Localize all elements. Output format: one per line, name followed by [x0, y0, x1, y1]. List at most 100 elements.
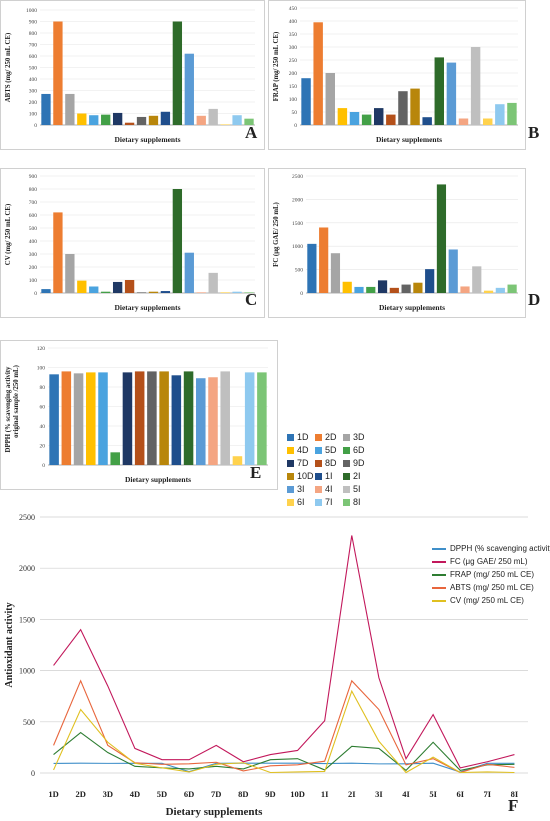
bar-3D — [73, 373, 84, 465]
bar-9D — [147, 371, 157, 465]
legend-swatch — [315, 473, 322, 481]
chart-b: 0 50 100 150 200 250 300 350 400 450 Dietary suppl… — [268, 0, 526, 150]
line-legend-swatch — [432, 547, 446, 550]
bar-6D — [361, 114, 372, 125]
legend-label: 2I — [353, 471, 361, 481]
y-tick-label: 100 — [289, 97, 298, 103]
bar-10D — [148, 291, 159, 293]
y-tick-label: 250 — [289, 58, 298, 64]
y-tick-label: 900 — [29, 20, 38, 26]
bar-4D — [77, 280, 87, 293]
legend-label: 4D — [297, 445, 309, 455]
line-legend-swatch — [432, 573, 446, 576]
y-tick-label: 450 — [289, 6, 298, 12]
bar-7D — [377, 280, 388, 293]
bar-2D — [61, 371, 72, 465]
x-tick-label: 2D — [75, 789, 85, 799]
legend-label: 1D — [297, 432, 309, 442]
line-legend-item: CV (mg/ 250 mL CE) — [432, 596, 550, 609]
bar-1D — [307, 243, 317, 293]
panel-frame — [268, 168, 526, 318]
y-tick-label: 900 — [29, 174, 38, 180]
y-tick-label: 100 — [37, 366, 46, 372]
y-tick-label: 80 — [40, 385, 46, 391]
bar-8I — [507, 102, 517, 125]
y-tick-label: 400 — [289, 19, 298, 25]
series-line-0 — [53, 762, 515, 773]
legend-swatch — [343, 473, 350, 481]
x-axis-label: Dietary supplements — [114, 135, 180, 144]
x-axis-label: Dietary supplements — [114, 303, 180, 312]
bar-8D — [386, 114, 396, 125]
x-axis-label: Dietary supplements — [376, 135, 442, 144]
y-tick-label: 1500 — [292, 221, 303, 227]
line-legend-label: CV (mg/ 250 mL CE) — [450, 596, 524, 605]
panel-frame — [0, 0, 265, 150]
bar-3D — [330, 253, 341, 293]
line-legend: DPPH (% scavenging activity) FC (μg GAE/ … — [432, 544, 550, 609]
y-tick-label: 400 — [29, 239, 38, 245]
x-tick-label: 5D — [157, 789, 167, 799]
y-tick-label: 300 — [29, 252, 38, 258]
y-tick-label: 2500 — [19, 513, 35, 522]
x-tick-label: 6I — [456, 789, 464, 799]
legend-label: 4I — [325, 484, 333, 494]
bar-2D — [53, 21, 63, 125]
x-tick-label: 4D — [130, 789, 140, 799]
bar-7I — [232, 291, 242, 293]
bar-10D — [159, 371, 169, 465]
y-tick-label: 300 — [289, 45, 298, 51]
legend-item-6I: 6I — [287, 497, 305, 507]
x-tick-label: 5I — [429, 789, 437, 799]
y-tick-label: 800 — [29, 187, 38, 193]
bar-9D — [401, 284, 411, 293]
legend-item-4D: 4D — [287, 445, 309, 455]
panel-e: 0 20 40 60 80 100 120 Dietary supplements DPPH (… — [0, 340, 280, 490]
line-legend-swatch — [432, 599, 446, 602]
x-tick-label: 1D — [48, 789, 58, 799]
bar-9D — [136, 116, 147, 125]
bar-6D — [101, 291, 111, 293]
bar-5D — [349, 112, 360, 125]
line-legend-swatch — [432, 560, 446, 563]
bar-6D — [366, 286, 376, 293]
y-tick-label: 0 — [42, 463, 45, 469]
bar-8I — [244, 292, 254, 293]
panel-c: 0 100 200 300 400 500 600 700 800 900 Dietary supp… — [0, 168, 275, 318]
bar-3I — [196, 378, 206, 465]
bar-7I — [495, 104, 505, 125]
bar-10D — [413, 282, 423, 293]
bar-1I — [425, 269, 435, 293]
bar-1D — [41, 93, 51, 125]
bar-4D — [342, 281, 352, 293]
panel-b: 0 50 100 150 200 250 300 350 400 450 Dietary suppl… — [268, 0, 550, 160]
legend-item-2D: 2D — [315, 432, 337, 442]
bar-2D — [319, 227, 329, 293]
y-tick-label: 2000 — [292, 197, 303, 203]
line-legend-item: FC (μg GAE/ 250 mL) — [432, 557, 550, 570]
bar-4I — [208, 377, 218, 465]
legend-item-4I: 4I — [315, 484, 333, 494]
legend-item-3D: 3D — [343, 432, 365, 442]
line-legend-label: FC (μg GAE/ 250 mL) — [450, 557, 528, 566]
y-axis-label: FRAP (mg/ 250 mL CE) — [273, 32, 280, 101]
legend-swatch — [343, 434, 350, 442]
y-tick-label: 1500 — [19, 615, 35, 624]
bar-2I — [436, 184, 447, 293]
bar-7I — [232, 115, 242, 125]
bar-2I — [172, 21, 183, 125]
y-axis-label-line-2: original sample /250 mL) — [13, 365, 20, 438]
bar-5D — [98, 372, 108, 465]
series-line-1 — [53, 535, 515, 769]
bar-2I — [183, 371, 194, 465]
bar-5I — [470, 47, 481, 125]
bar-7D — [112, 112, 123, 125]
legend-label: 7D — [297, 458, 309, 468]
legend-swatch — [315, 499, 322, 507]
bar-4I — [196, 115, 206, 125]
y-tick-label: 2500 — [292, 174, 303, 180]
bar-3I — [448, 249, 458, 293]
bar-4D — [337, 108, 348, 125]
legend-item-6D: 6D — [343, 445, 365, 455]
bar-8D — [124, 280, 135, 293]
